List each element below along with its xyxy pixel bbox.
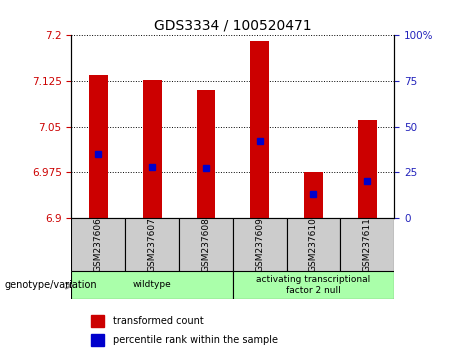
Bar	[340, 218, 394, 271]
Bar	[233, 271, 394, 299]
Text: GSM237608: GSM237608	[201, 217, 210, 272]
Bar	[143, 80, 161, 218]
Bar	[233, 218, 287, 271]
Bar	[71, 218, 125, 271]
Bar	[89, 75, 108, 218]
Text: transformed count: transformed count	[113, 316, 204, 326]
Text: GSM237611: GSM237611	[363, 217, 372, 272]
Bar	[358, 120, 377, 218]
Bar	[71, 271, 233, 299]
Bar	[91, 315, 104, 327]
Text: percentile rank within the sample: percentile rank within the sample	[113, 335, 278, 345]
Bar	[91, 334, 104, 346]
Text: GSM237610: GSM237610	[309, 217, 318, 272]
Text: activating transcriptional
factor 2 null: activating transcriptional factor 2 null	[256, 275, 371, 295]
Text: GSM237609: GSM237609	[255, 217, 264, 272]
Title: GDS3334 / 100520471: GDS3334 / 100520471	[154, 19, 312, 33]
Bar	[196, 90, 215, 218]
Text: GSM237606: GSM237606	[94, 217, 103, 272]
Text: genotype/variation: genotype/variation	[5, 280, 97, 290]
Text: GSM237607: GSM237607	[148, 217, 157, 272]
Bar	[250, 41, 269, 218]
Bar	[125, 218, 179, 271]
Text: wildtype: wildtype	[133, 280, 171, 290]
Bar	[287, 218, 340, 271]
Bar	[304, 172, 323, 218]
Bar	[179, 218, 233, 271]
